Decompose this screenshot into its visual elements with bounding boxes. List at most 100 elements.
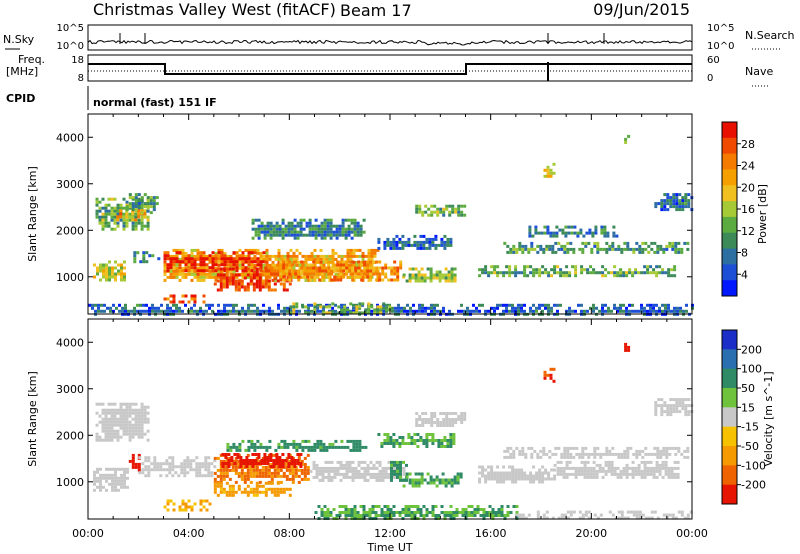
range-cell [131, 423, 135, 427]
range-cell [102, 263, 105, 267]
range-cell [256, 248, 260, 252]
range-cell [436, 207, 440, 211]
range-cell [396, 466, 399, 470]
range-cell [151, 254, 155, 258]
range-cell [431, 505, 435, 508]
range-cell [241, 254, 245, 258]
range-cell [137, 426, 141, 430]
range-cell [348, 463, 352, 467]
range-cell [502, 465, 506, 469]
velocity-colorbar-tick-label: 50 [741, 382, 755, 395]
range-cell [344, 236, 348, 240]
range-cell [104, 411, 108, 415]
range-cell [652, 303, 655, 307]
range-cell [526, 265, 530, 269]
range-cell [275, 456, 279, 459]
range-cell [659, 244, 663, 248]
range-cell [436, 303, 439, 307]
range-cell [316, 442, 320, 446]
range-cell [225, 459, 229, 463]
range-cell [429, 475, 433, 479]
range-cell [259, 254, 263, 258]
range-cell [672, 407, 676, 411]
range-cell [198, 465, 202, 469]
range-cell [249, 282, 253, 286]
range-cell [111, 275, 114, 279]
range-cell [535, 268, 539, 272]
range-cell [143, 212, 147, 216]
range-cell [214, 260, 218, 264]
range-cell [239, 456, 243, 459]
range-cell [139, 260, 143, 264]
range-cell [142, 254, 146, 258]
range-cell [450, 481, 454, 485]
range-cell [286, 260, 290, 264]
range-cell [380, 511, 384, 514]
range-cell [101, 212, 105, 216]
range-cell [393, 466, 397, 470]
range-cell [331, 306, 334, 310]
range-cell [278, 462, 282, 465]
range-cell [107, 426, 111, 430]
range-cell [577, 472, 581, 476]
range-cell [675, 193, 679, 197]
range-cell [93, 479, 96, 483]
range-cell [144, 468, 148, 472]
range-cell [482, 508, 486, 511]
range-cell [433, 210, 437, 214]
range-cell [296, 233, 300, 237]
range-cell [479, 514, 483, 517]
range-cell [446, 439, 450, 442]
range-cell [405, 478, 408, 482]
range-cell [559, 469, 563, 473]
range-cell [223, 254, 227, 258]
range-cell [583, 309, 586, 313]
range-cell [408, 273, 412, 277]
range-cell [105, 272, 108, 276]
velocity-colorbar-tick-label: 15 [741, 401, 755, 414]
range-cell [287, 453, 291, 456]
range-cell [315, 463, 319, 467]
range-cell [238, 260, 242, 264]
range-cell [628, 309, 631, 313]
range-cell [372, 260, 376, 264]
range-cell [331, 260, 335, 264]
range-cell [564, 234, 568, 238]
x-tick-label: 20:00 [575, 527, 607, 540]
range-cell [267, 481, 271, 485]
range-cell [613, 472, 617, 476]
range-cell [205, 266, 209, 270]
range-cell [511, 306, 514, 310]
range-cell [316, 254, 320, 258]
range-cell [445, 424, 449, 427]
range-cell [120, 467, 123, 471]
range-cell [267, 471, 271, 475]
range-cell [123, 476, 126, 480]
range-cell [146, 209, 150, 213]
range-cell [437, 439, 441, 442]
range-cell [140, 435, 144, 439]
range-cell [163, 278, 167, 282]
range-cell [493, 306, 496, 310]
range-cell [511, 471, 515, 475]
range-cell [511, 477, 515, 481]
range-cell [352, 248, 356, 252]
range-cell [303, 275, 307, 279]
range-cell [549, 376, 553, 380]
range-cell [146, 199, 150, 203]
range-cell [423, 273, 427, 277]
range-cell [616, 309, 619, 313]
range-cell [316, 439, 320, 443]
range-cell [101, 411, 105, 415]
range-cell [556, 472, 560, 476]
range-cell [496, 471, 500, 475]
power-colorbar-tick-label: 16 [741, 203, 755, 216]
range-cell [306, 453, 310, 457]
range-cell [195, 471, 199, 475]
range-cell [422, 240, 426, 244]
range-cell [556, 271, 560, 275]
range-cell [264, 272, 268, 276]
range-cell [613, 271, 617, 275]
range-cell [125, 405, 129, 409]
range-cell [131, 221, 135, 225]
